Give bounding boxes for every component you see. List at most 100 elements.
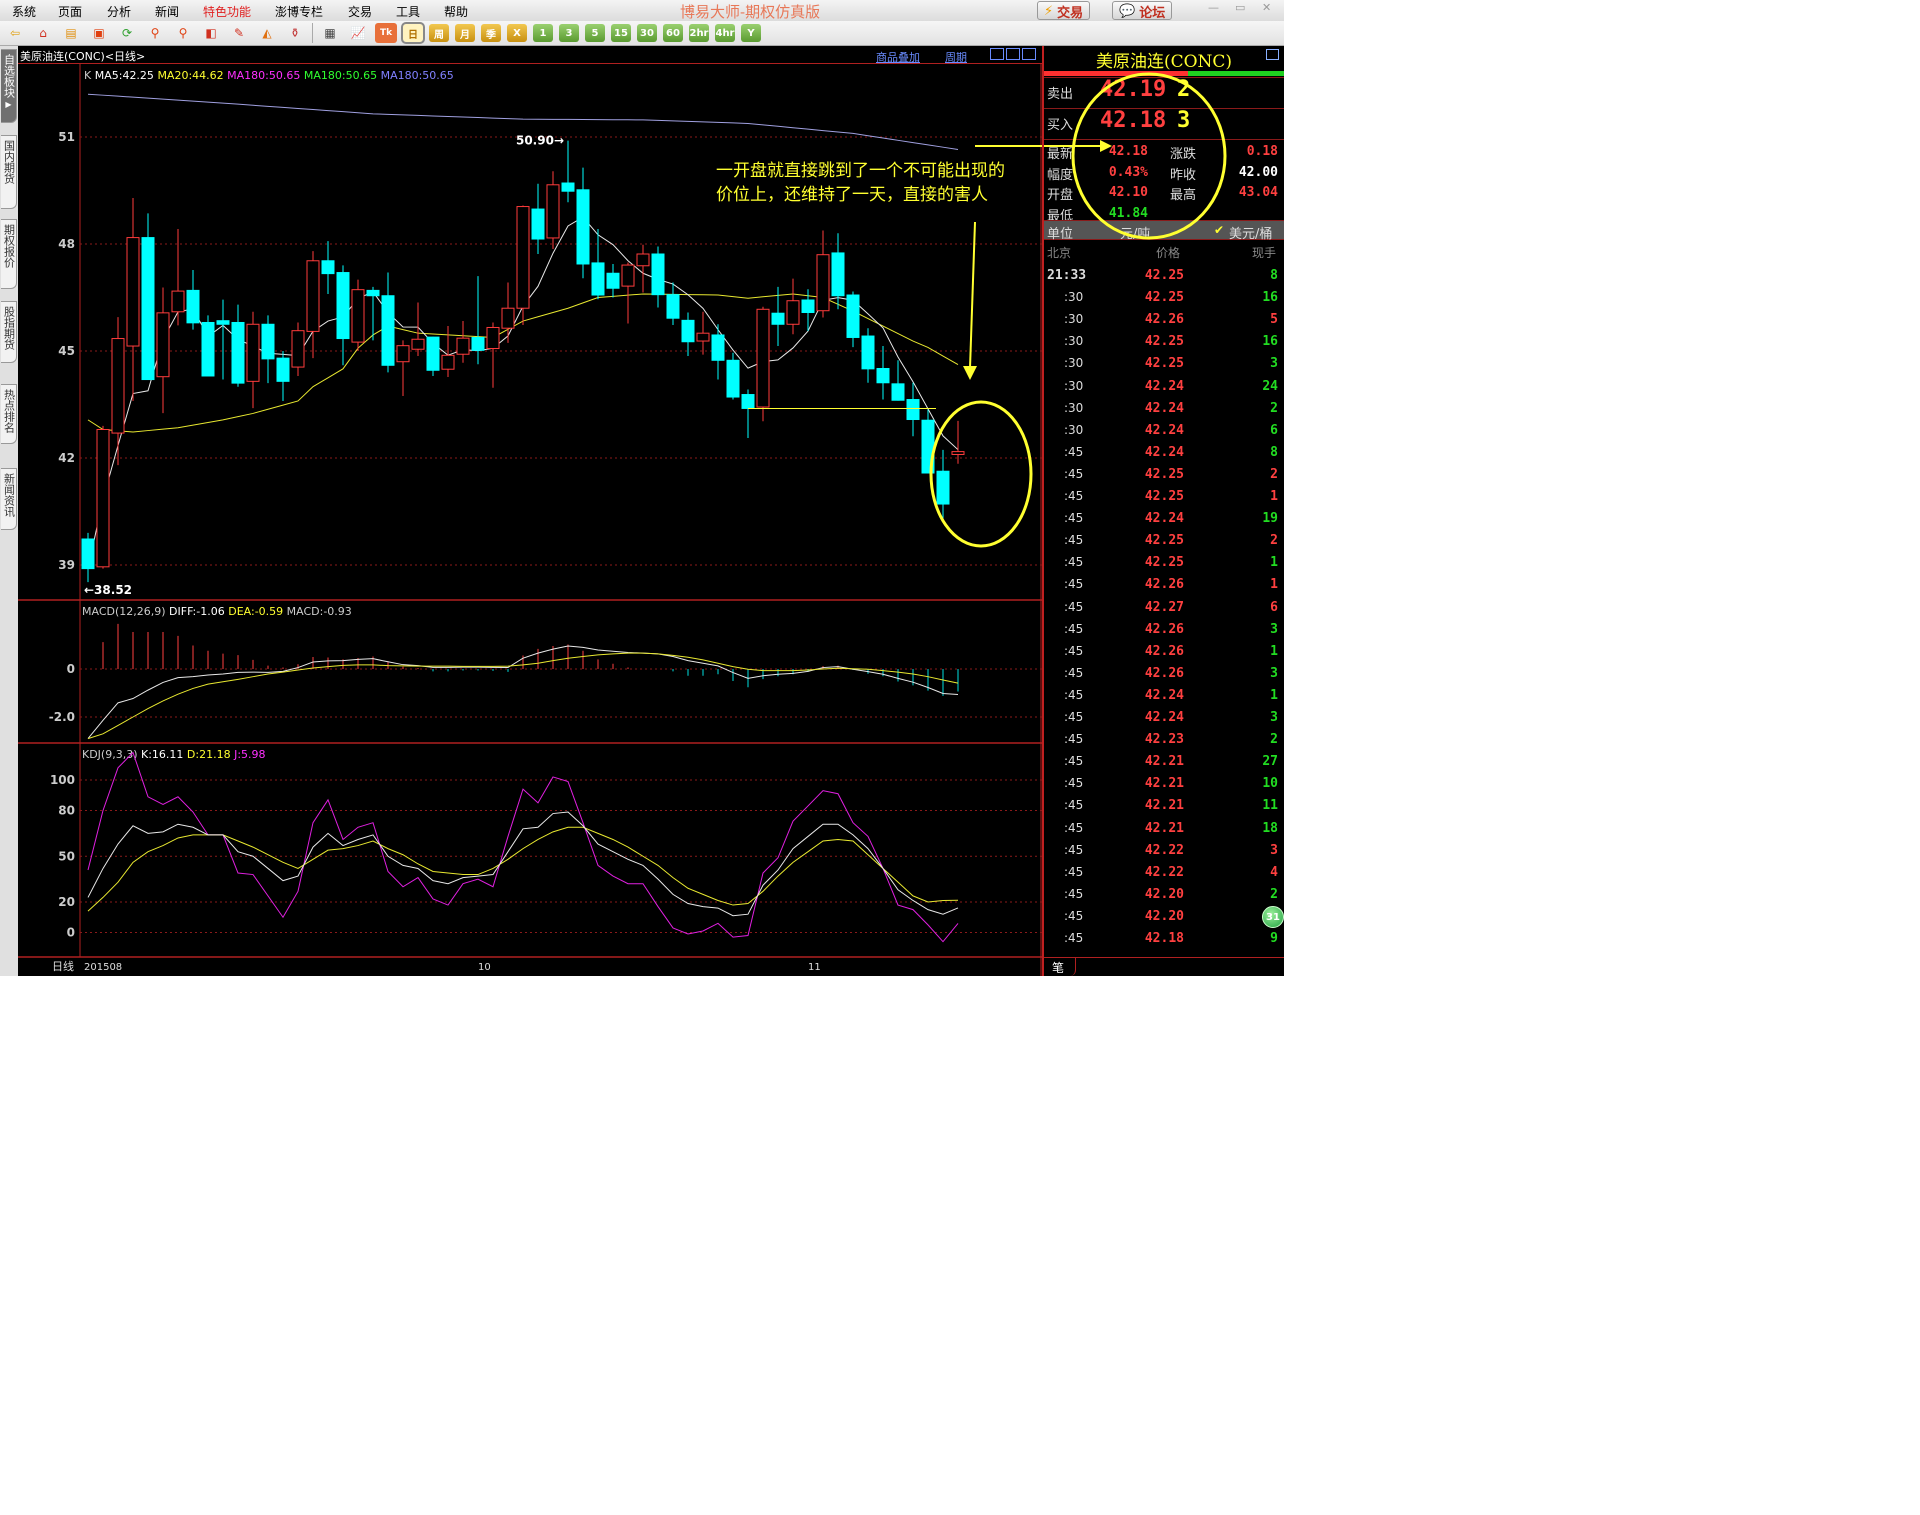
candle[interactable] bbox=[201, 315, 215, 377]
menu-item-5[interactable]: 澎博专栏 bbox=[275, 5, 324, 19]
timeframe-button-周[interactable]: 周 bbox=[429, 24, 449, 42]
candle[interactable] bbox=[681, 312, 695, 357]
candle[interactable] bbox=[891, 360, 905, 401]
timeframe-button-季[interactable]: 季 bbox=[481, 24, 501, 42]
candle[interactable] bbox=[951, 420, 965, 464]
menu-item-4[interactable]: 特色功能 bbox=[203, 5, 252, 19]
left-tab-1[interactable]: 国内期货 bbox=[1, 135, 17, 209]
left-tab-5[interactable]: 新闻资讯 bbox=[1, 468, 17, 530]
candle[interactable] bbox=[186, 270, 200, 330]
candle[interactable] bbox=[246, 311, 260, 409]
candle[interactable] bbox=[636, 244, 650, 293]
candle[interactable] bbox=[801, 289, 815, 332]
candle[interactable] bbox=[336, 265, 350, 366]
timeframe-button-4hr[interactable]: 4hr bbox=[715, 24, 735, 42]
candle[interactable] bbox=[741, 389, 755, 439]
close-button[interactable]: ✕ bbox=[1262, 1, 1272, 14]
candle[interactable] bbox=[831, 233, 845, 310]
timeframe-button-Y[interactable]: Y bbox=[741, 24, 761, 42]
candle[interactable] bbox=[276, 351, 290, 401]
candle[interactable] bbox=[591, 229, 605, 300]
filter-icon[interactable]: ⚱ bbox=[289, 26, 301, 40]
candle[interactable] bbox=[306, 251, 320, 359]
tab-tick-detail[interactable]: 笔 bbox=[1044, 957, 1076, 976]
candle[interactable] bbox=[621, 262, 635, 324]
candle[interactable] bbox=[111, 317, 125, 466]
candle[interactable] bbox=[756, 306, 770, 422]
candle[interactable] bbox=[771, 286, 785, 347]
window-icon[interactable]: ◧ bbox=[205, 26, 217, 40]
sell-price[interactable]: 42.19 bbox=[1100, 77, 1167, 102]
timeframe-button-15[interactable]: 15 bbox=[611, 24, 631, 42]
floating-badge[interactable]: 31 bbox=[1262, 906, 1284, 928]
left-tab-2[interactable]: 期权报价 bbox=[1, 219, 17, 289]
left-tab-4[interactable]: 热点排名 bbox=[1, 384, 17, 444]
candle[interactable] bbox=[666, 282, 680, 325]
candle[interactable] bbox=[846, 291, 860, 348]
candle[interactable] bbox=[171, 229, 185, 326]
candle[interactable] bbox=[261, 315, 275, 384]
menu-item-1[interactable]: 页面 bbox=[58, 5, 83, 19]
maximize-button[interactable]: ▭ bbox=[1235, 1, 1246, 14]
timeframe-button-3[interactable]: 3 bbox=[559, 24, 579, 42]
scroll-left-icon[interactable] bbox=[990, 48, 1004, 60]
candle[interactable] bbox=[486, 322, 500, 388]
candle[interactable] bbox=[816, 230, 830, 318]
candle[interactable] bbox=[441, 326, 455, 378]
unit-option-usd-per-barrel[interactable]: 美元/桶 bbox=[1229, 227, 1273, 242]
table-icon[interactable]: ▦ bbox=[324, 26, 336, 40]
candle[interactable] bbox=[396, 340, 410, 396]
candle[interactable] bbox=[876, 346, 890, 400]
candle[interactable] bbox=[516, 205, 530, 325]
menu-item-3[interactable]: 新闻 bbox=[155, 5, 180, 19]
candle[interactable] bbox=[861, 328, 875, 383]
overlay-commodity-link[interactable]: 商品叠加 bbox=[876, 51, 920, 64]
candle[interactable] bbox=[156, 287, 170, 414]
news-icon[interactable]: ▣ bbox=[93, 26, 105, 40]
candle[interactable] bbox=[576, 167, 590, 279]
candle[interactable] bbox=[291, 322, 305, 376]
timeframe-button-2hr[interactable]: 2hr bbox=[689, 24, 709, 42]
candle[interactable] bbox=[936, 449, 950, 523]
candle[interactable] bbox=[81, 532, 95, 583]
tick-icon[interactable]: Tk bbox=[375, 23, 397, 43]
candle[interactable] bbox=[141, 213, 155, 381]
timeframe-button-月[interactable]: 月 bbox=[455, 24, 475, 42]
trade-button[interactable]: ⚡ 交易 bbox=[1037, 1, 1091, 21]
back-arrow-icon[interactable]: ⇦ bbox=[9, 26, 21, 40]
candle[interactable] bbox=[381, 272, 395, 373]
candle[interactable] bbox=[546, 171, 560, 250]
zoom-in-icon[interactable]: ⚲ bbox=[150, 26, 160, 40]
zoom-out-icon[interactable]: ⚲ bbox=[178, 26, 188, 40]
minimize-button[interactable]: — bbox=[1208, 1, 1219, 14]
candle[interactable] bbox=[426, 336, 440, 376]
menu-item-7[interactable]: 工具 bbox=[396, 5, 421, 19]
unit-option-yuan-per-ton[interactable]: 元/吨 bbox=[1120, 227, 1151, 242]
period-link[interactable]: 周期 bbox=[945, 51, 967, 64]
notebook-icon[interactable]: ▤ bbox=[65, 26, 77, 40]
left-tab-0[interactable]: 自选板块 ▶ bbox=[1, 49, 17, 123]
candle[interactable] bbox=[726, 352, 740, 400]
candle[interactable] bbox=[906, 382, 920, 437]
maximize-panel-icon[interactable] bbox=[1266, 49, 1279, 60]
buy-price[interactable]: 42.18 bbox=[1100, 108, 1167, 133]
forum-button[interactable]: 💬 论坛 bbox=[1112, 1, 1173, 21]
candle[interactable] bbox=[411, 302, 425, 357]
timeframe-button-60[interactable]: 60 bbox=[663, 24, 683, 42]
candle[interactable] bbox=[126, 197, 140, 401]
timeframe-button-X[interactable]: X bbox=[507, 24, 527, 42]
candle[interactable] bbox=[531, 183, 545, 254]
draw-icon[interactable]: ◭ bbox=[262, 26, 272, 40]
home-icon[interactable]: ⌂ bbox=[39, 26, 47, 40]
candle[interactable] bbox=[501, 282, 515, 343]
timeframe-button-1[interactable]: 1 bbox=[533, 24, 553, 42]
refresh-icon[interactable]: ⟳ bbox=[121, 26, 133, 40]
timeframe-button-日[interactable]: 日 bbox=[401, 22, 425, 44]
timeframe-button-30[interactable]: 30 bbox=[637, 24, 657, 42]
candle[interactable] bbox=[366, 286, 380, 341]
candle[interactable] bbox=[216, 299, 230, 380]
pen-icon[interactable]: ✎ bbox=[233, 26, 245, 40]
candle[interactable] bbox=[96, 425, 110, 569]
candle[interactable] bbox=[471, 276, 485, 365]
